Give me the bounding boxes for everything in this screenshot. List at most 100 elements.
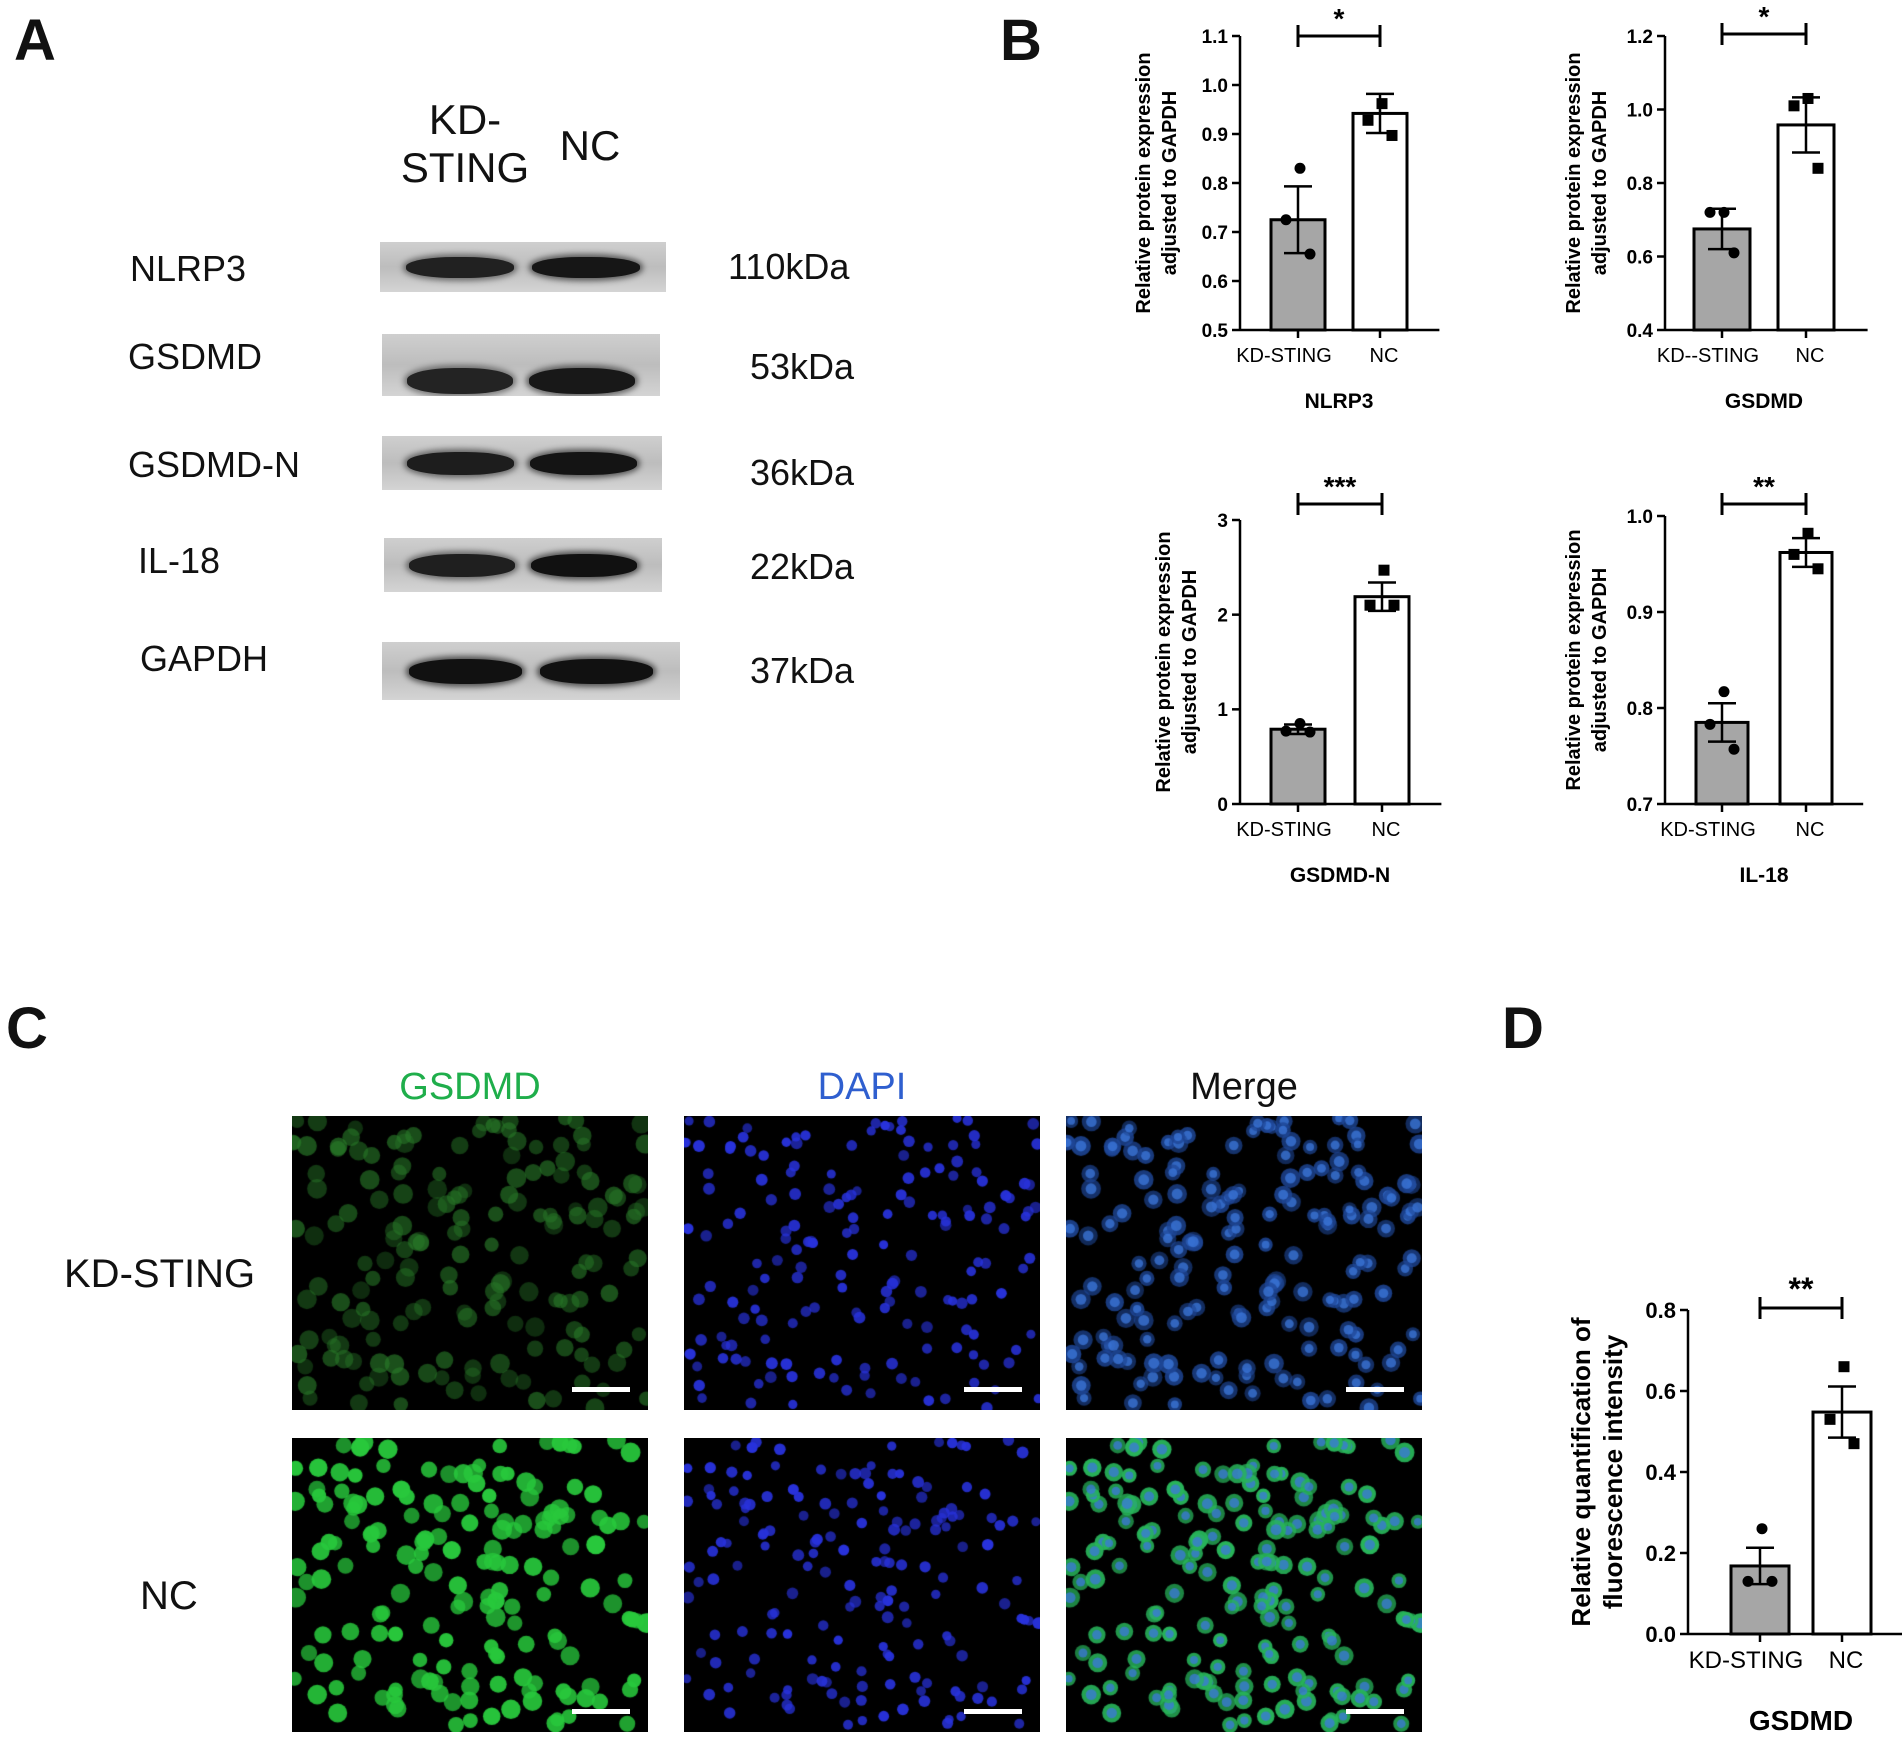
- y-axis-label: Relative protein expression adjusted to G…: [1133, 52, 1181, 313]
- y-axis-label-line: adjusted to GAPDH: [1159, 91, 1181, 275]
- y-tick-label: 1.2: [1627, 27, 1653, 48]
- data-point: [1304, 726, 1316, 738]
- y-axis-label-line: Relative protein expression: [1563, 52, 1585, 313]
- y-tick-label: 3: [1217, 511, 1228, 532]
- y-tick-label: 1.0: [1627, 507, 1653, 528]
- blot-row-label: NLRP3: [130, 248, 247, 289]
- y-axis-label: Relative protein expression adjusted to G…: [1563, 52, 1611, 313]
- blot-band: [409, 554, 515, 577]
- scale-bar: [572, 1709, 630, 1714]
- y-tick-label: 0.6: [1645, 1379, 1676, 1404]
- x-tick-label: KD-STING: [1236, 819, 1332, 841]
- blot-strip: [382, 642, 680, 700]
- blot-row-label: GSDMD: [128, 336, 262, 377]
- y-tick-label: 1.1: [1202, 27, 1229, 48]
- y-axis-label: Relative protein expression adjusted to G…: [1153, 531, 1201, 792]
- blot-molecular-weight: 22kDa: [750, 546, 855, 587]
- significance-marker: **: [1753, 471, 1775, 502]
- y-axis-label-line: fluorescence intensity: [1598, 1334, 1628, 1609]
- blot-molecular-weight: 36kDa: [750, 452, 855, 493]
- y-tick-label: 0.8: [1627, 174, 1653, 195]
- y-tick-label: 1: [1217, 700, 1228, 721]
- data-point: [1728, 743, 1740, 755]
- data-point: [1838, 1361, 1850, 1373]
- blot-strip: [380, 242, 666, 292]
- data-point: [1802, 527, 1814, 539]
- y-axis-label-line: Relative protein expression: [1563, 529, 1585, 790]
- data-point: [1742, 1575, 1754, 1587]
- blot-band: [407, 452, 514, 475]
- y-tick-label: 0.9: [1627, 603, 1653, 624]
- blot-band: [407, 368, 513, 395]
- micrograph-canvas: [684, 1116, 1040, 1410]
- micrograph-kd-merge: [1066, 1116, 1422, 1410]
- significance-marker: *: [1334, 3, 1345, 34]
- data-point: [1294, 718, 1306, 730]
- data-point: [1718, 206, 1730, 218]
- blot-band: [531, 554, 637, 577]
- micrograph-canvas: [1066, 1116, 1422, 1410]
- y-tick-label: 1.0: [1627, 100, 1653, 121]
- y-tick-label: 0.4: [1627, 321, 1654, 342]
- row-label-kd-sting: KD-STING: [64, 1252, 256, 1296]
- column-header-dapi: DAPI: [817, 1066, 907, 1108]
- data-point: [1376, 98, 1388, 110]
- lane-header-line2: STING: [400, 144, 530, 192]
- y-tick-label: 2: [1217, 606, 1228, 627]
- chart-title: GSDMD: [1749, 1705, 1853, 1736]
- data-point: [1802, 92, 1814, 104]
- scale-bar: [1346, 1709, 1404, 1714]
- y-tick-label: 0.8: [1202, 174, 1228, 195]
- data-point: [1766, 1575, 1778, 1587]
- data-point: [1718, 686, 1730, 698]
- chart-title: IL-18: [1739, 864, 1788, 887]
- y-tick-label: 0.8: [1627, 699, 1653, 720]
- data-point: [1280, 214, 1292, 226]
- blot-band: [408, 659, 523, 684]
- blot-band: [539, 659, 654, 684]
- micrograph-nc-merge: [1066, 1438, 1422, 1732]
- data-point: [1386, 129, 1398, 141]
- data-point: [1704, 718, 1716, 730]
- y-tick-label: 0.8: [1645, 1298, 1676, 1323]
- x-tick-label: NC: [1370, 345, 1399, 367]
- chart-title: NLRP3: [1305, 390, 1374, 413]
- scale-bar: [1346, 1387, 1404, 1392]
- data-point: [1812, 563, 1824, 575]
- y-tick-label: 0.5: [1202, 321, 1229, 342]
- panel-label-a: A: [14, 8, 56, 73]
- bar: [1269, 727, 1327, 806]
- blot-molecular-weight: 37kDa: [750, 650, 855, 691]
- data-point: [1756, 1523, 1768, 1535]
- row-label-nc: NC: [140, 1574, 198, 1618]
- y-axis-label: Relative quantification of fluorescence i…: [1566, 1317, 1628, 1626]
- significance-marker: *: [1759, 1, 1770, 32]
- data-point: [1728, 247, 1740, 259]
- micrograph-canvas: [292, 1438, 648, 1732]
- y-axis-label-line: Relative quantification of: [1566, 1317, 1596, 1626]
- blot-row-label: GSDMD-N: [128, 444, 300, 485]
- data-point: [1364, 599, 1376, 611]
- chart-title: GSDMD-N: [1290, 864, 1390, 887]
- data-point: [1788, 548, 1800, 560]
- blot-molecular-weight: 110kDa: [728, 246, 850, 287]
- panel-label-c: C: [6, 996, 48, 1061]
- blot-band: [530, 452, 637, 475]
- data-point: [1788, 100, 1800, 112]
- blot-row-label: GAPDH: [140, 638, 269, 679]
- y-axis-label-line: adjusted to GAPDH: [1179, 570, 1201, 754]
- data-point: [1848, 1438, 1860, 1450]
- data-point: [1704, 206, 1716, 218]
- y-tick-label: 0.0: [1645, 1622, 1676, 1647]
- column-header-gsdmd: GSDMD: [399, 1066, 541, 1108]
- y-tick-label: 0.6: [1627, 247, 1653, 268]
- y-tick-label: 0.7: [1627, 795, 1653, 816]
- micrograph-canvas: [1066, 1438, 1422, 1732]
- blot-band: [405, 257, 515, 278]
- data-point: [1362, 114, 1374, 126]
- blot-band: [531, 257, 641, 278]
- x-tick-label: NC: [1796, 345, 1825, 367]
- data-point: [1280, 725, 1292, 737]
- y-axis-label-line: adjusted to GAPDH: [1589, 91, 1611, 275]
